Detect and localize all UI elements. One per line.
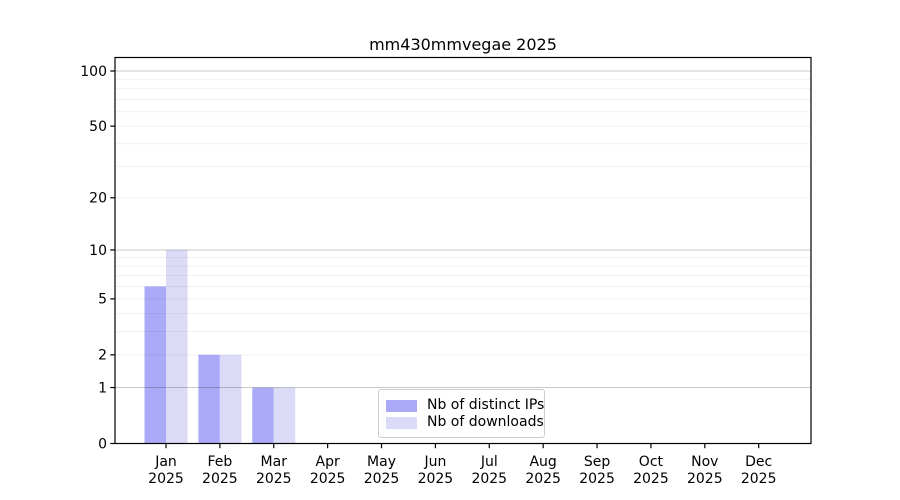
x-tick-label-year: 2025 (525, 471, 561, 487)
y-tick-label: 50 (89, 119, 107, 135)
y-tick-label: 100 (80, 64, 107, 80)
bar (166, 249, 188, 444)
x-tick-label-year: 2025 (256, 471, 292, 487)
bar (273, 387, 296, 444)
legend-item: Nb of distinct IPs (386, 397, 544, 414)
x-tick-label-month: Jan (154, 454, 177, 470)
bar (219, 354, 242, 444)
y-tick-label: 0 (98, 436, 107, 452)
x-tick-label-month: Mar (261, 454, 288, 470)
x-tick-label-month: Feb (207, 454, 232, 470)
x-tick-label-year: 2025 (148, 471, 184, 487)
legend-swatch-downloads (386, 416, 417, 429)
legend: Nb of distinct IPs Nb of downloads (378, 389, 545, 438)
x-tick-label-year: 2025 (633, 471, 669, 487)
x-tick-label-month: Sep (584, 454, 611, 470)
y-tick-label: 20 (89, 191, 107, 207)
y-tick-label: 2 (98, 348, 107, 364)
bar (252, 387, 274, 444)
x-tick-label-month: Apr (316, 454, 340, 470)
x-tick-label-month: Jun (423, 454, 446, 470)
x-tick-label-month: Oct (639, 454, 664, 470)
x-tick-label-year: 2025 (687, 471, 723, 487)
legend-label-distinct-ips: Nb of distinct IPs (427, 397, 545, 413)
x-tick-label-month: Dec (745, 454, 772, 470)
x-tick-label-year: 2025 (579, 471, 615, 487)
chart-title: mm430mmvegae 2025 (369, 35, 557, 54)
x-tick-label-year: 2025 (471, 471, 507, 487)
x-tick-label-year: 2025 (202, 471, 238, 487)
x-tick-label-month: Aug (529, 454, 556, 470)
x-tick-label-year: 2025 (310, 471, 346, 487)
x-tick-label-year: 2025 (364, 471, 400, 487)
x-tick-label-year: 2025 (418, 471, 454, 487)
bar (144, 286, 166, 444)
x-tick-label-month: Nov (691, 454, 718, 470)
x-tick-label-year: 2025 (741, 471, 777, 487)
legend-label-downloads: Nb of downloads (427, 414, 544, 430)
x-tick-label-month: May (367, 454, 396, 470)
x-tick-label-month: Jul (480, 454, 498, 470)
legend-item: Nb of downloads (386, 414, 544, 431)
y-tick-label: 10 (89, 243, 107, 259)
bar (198, 354, 220, 444)
y-tick-label: 1 (98, 380, 107, 396)
y-tick-label: 5 (98, 292, 107, 308)
legend-swatch-distinct-ips (386, 399, 417, 412)
